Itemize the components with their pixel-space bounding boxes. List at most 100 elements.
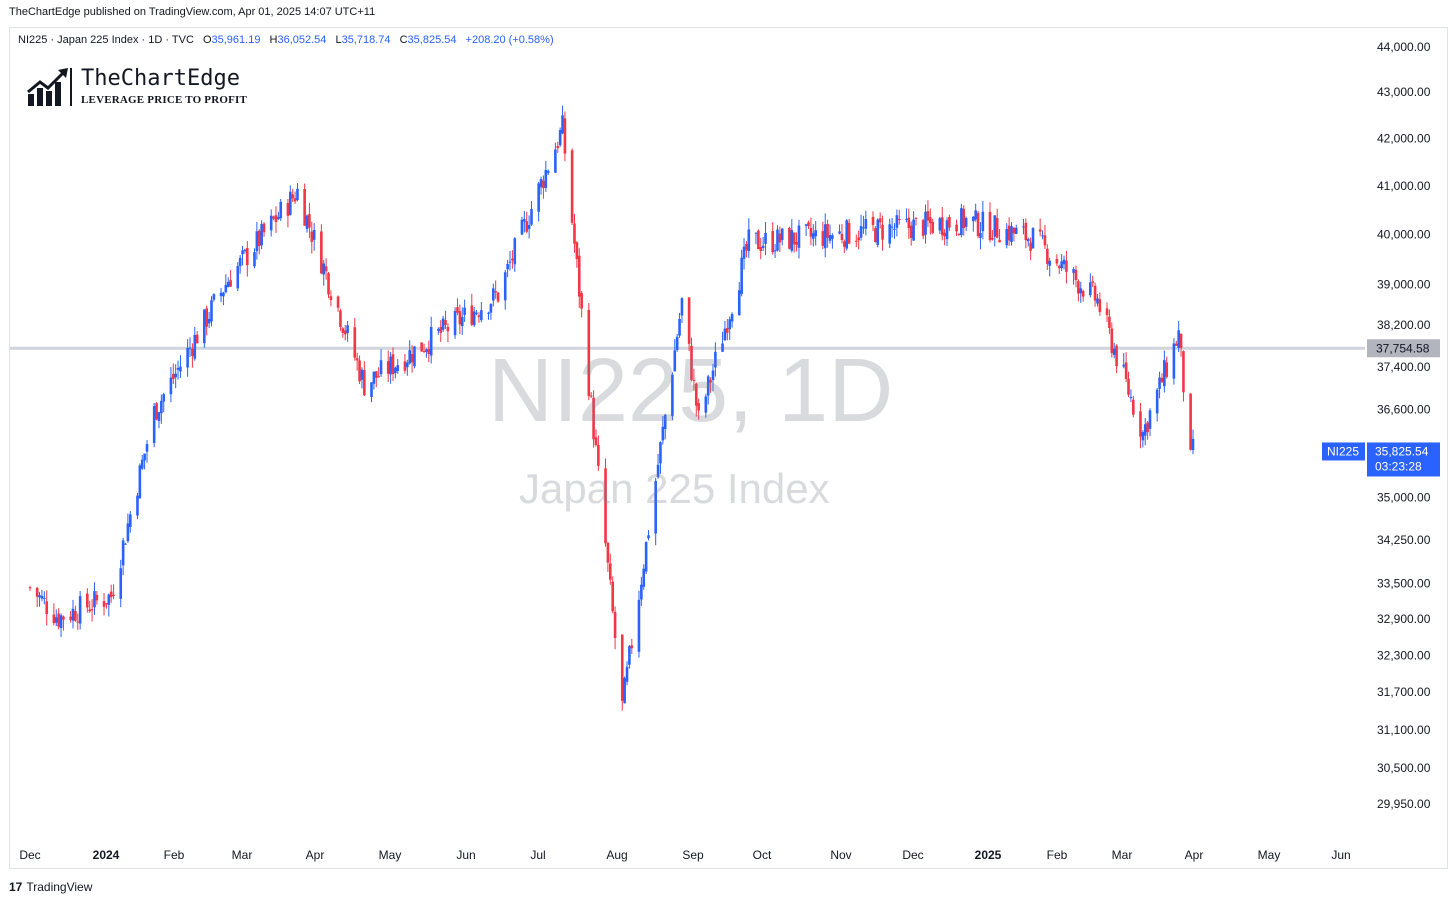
candle-body xyxy=(981,211,985,232)
symbol-tag-label: NI225 xyxy=(1327,444,1359,458)
tradingview-footer[interactable]: 17 TradingView xyxy=(9,880,92,894)
time-tick-label: Feb xyxy=(164,848,185,862)
candle-body xyxy=(773,250,777,252)
price-tick-label: 39,000.00 xyxy=(1377,277,1431,291)
price-tick-label: 31,100.00 xyxy=(1377,723,1431,737)
candle-body xyxy=(377,376,380,378)
candle-body xyxy=(1024,222,1028,241)
candle-body xyxy=(675,336,679,351)
candle-body xyxy=(157,412,161,422)
time-tick-label: Dec xyxy=(19,848,40,862)
candle-body xyxy=(1074,269,1078,280)
candle-body xyxy=(1108,316,1111,329)
candle-body xyxy=(155,403,158,420)
candle-body xyxy=(847,222,851,244)
candle-body xyxy=(814,230,817,237)
candle-body xyxy=(1062,259,1066,265)
candle-body xyxy=(389,356,392,375)
candles-group xyxy=(28,105,1195,711)
candle-body xyxy=(370,382,373,397)
candle-body xyxy=(831,235,834,239)
candle-body xyxy=(136,495,139,516)
candle-body xyxy=(637,599,641,652)
candle-body xyxy=(962,208,966,229)
candle-body xyxy=(974,210,977,220)
candle-body xyxy=(54,617,58,623)
candle-body xyxy=(539,179,543,188)
price-tick-label: 29,950.00 xyxy=(1377,797,1431,811)
candle-body xyxy=(1014,227,1018,234)
candle-body xyxy=(673,350,677,372)
candle-body xyxy=(38,595,41,598)
candle-body xyxy=(1041,235,1044,237)
candle-body xyxy=(737,290,741,316)
candle-body xyxy=(74,611,77,621)
candle-body xyxy=(508,261,512,263)
candle-body xyxy=(145,444,149,452)
candle-body xyxy=(305,215,309,229)
candle-body xyxy=(764,232,767,244)
candle-body xyxy=(480,310,483,321)
candle-body xyxy=(862,227,865,229)
candle-body xyxy=(43,597,46,599)
candle-body xyxy=(998,239,1001,243)
candle-body xyxy=(403,361,407,371)
candle-body xyxy=(90,609,94,611)
price-tick-label: 38,200.00 xyxy=(1377,318,1431,332)
candle-body xyxy=(1105,308,1109,316)
candle-body xyxy=(893,228,896,230)
candle-body xyxy=(169,377,173,395)
candle-body xyxy=(119,568,123,599)
candle-body xyxy=(1127,378,1130,395)
candle-body xyxy=(143,453,146,461)
candle-body xyxy=(1010,226,1013,243)
last-price-tag: NI225 35,825.54 03:23:28 xyxy=(1322,442,1440,477)
price-tick-label: 42,000.00 xyxy=(1377,132,1431,146)
chart-frame[interactable] xyxy=(9,27,1448,869)
candle-body xyxy=(876,219,880,245)
candle-body xyxy=(336,296,340,308)
candle-body xyxy=(1031,228,1035,249)
time-tick-label: 2025 xyxy=(975,848,1002,862)
legend-symbol[interactable]: NI225 · Japan 225 Index · 1D · TVC xyxy=(18,34,194,46)
time-axis[interactable]: Dec 2024 Feb Mar Apr May Jun Jul Aug Sep Oct Nov Dec… xyxy=(19,848,1350,862)
candle-body xyxy=(255,231,259,252)
candle-body xyxy=(391,354,395,375)
candle-body xyxy=(1155,389,1159,414)
candle-body xyxy=(343,330,347,335)
candle-body xyxy=(790,230,794,251)
candle-body xyxy=(840,233,844,241)
candle-body xyxy=(489,304,493,313)
candle-body xyxy=(513,238,517,265)
candle-body xyxy=(1022,226,1025,228)
watermark-symbol: NI225, 1D xyxy=(488,341,894,441)
candle-body xyxy=(212,294,216,300)
candle-body xyxy=(427,348,431,355)
time-tick-label: May xyxy=(1258,848,1281,862)
candle-body xyxy=(714,351,717,368)
candle-body xyxy=(408,350,412,364)
candle-body xyxy=(556,146,560,149)
candle-body xyxy=(88,609,92,612)
candle-body xyxy=(1110,328,1114,354)
watermark-name: Japan 225 Index xyxy=(519,465,830,512)
candle-body xyxy=(704,396,708,413)
candle-body xyxy=(210,300,213,322)
candle-body xyxy=(1057,265,1061,269)
candle-body xyxy=(355,358,359,361)
candle-body xyxy=(458,311,462,325)
candle-body xyxy=(661,426,665,441)
candle-body xyxy=(112,594,115,597)
time-tick-label: 2024 xyxy=(93,848,120,862)
candle-body xyxy=(444,320,447,325)
publisher-line: TheChartEdge published on TradingView.co… xyxy=(9,6,376,18)
candle-body xyxy=(728,319,732,330)
candle-body xyxy=(195,334,199,344)
candle-body xyxy=(563,118,567,154)
candle-body xyxy=(520,219,524,235)
candle-body xyxy=(1055,259,1059,264)
candle-body xyxy=(460,316,464,327)
time-tick-label: Feb xyxy=(1047,848,1068,862)
price-axis[interactable]: 44,000.00 43,000.00 42,000.00 41,000.00 40,0… xyxy=(1377,40,1431,811)
